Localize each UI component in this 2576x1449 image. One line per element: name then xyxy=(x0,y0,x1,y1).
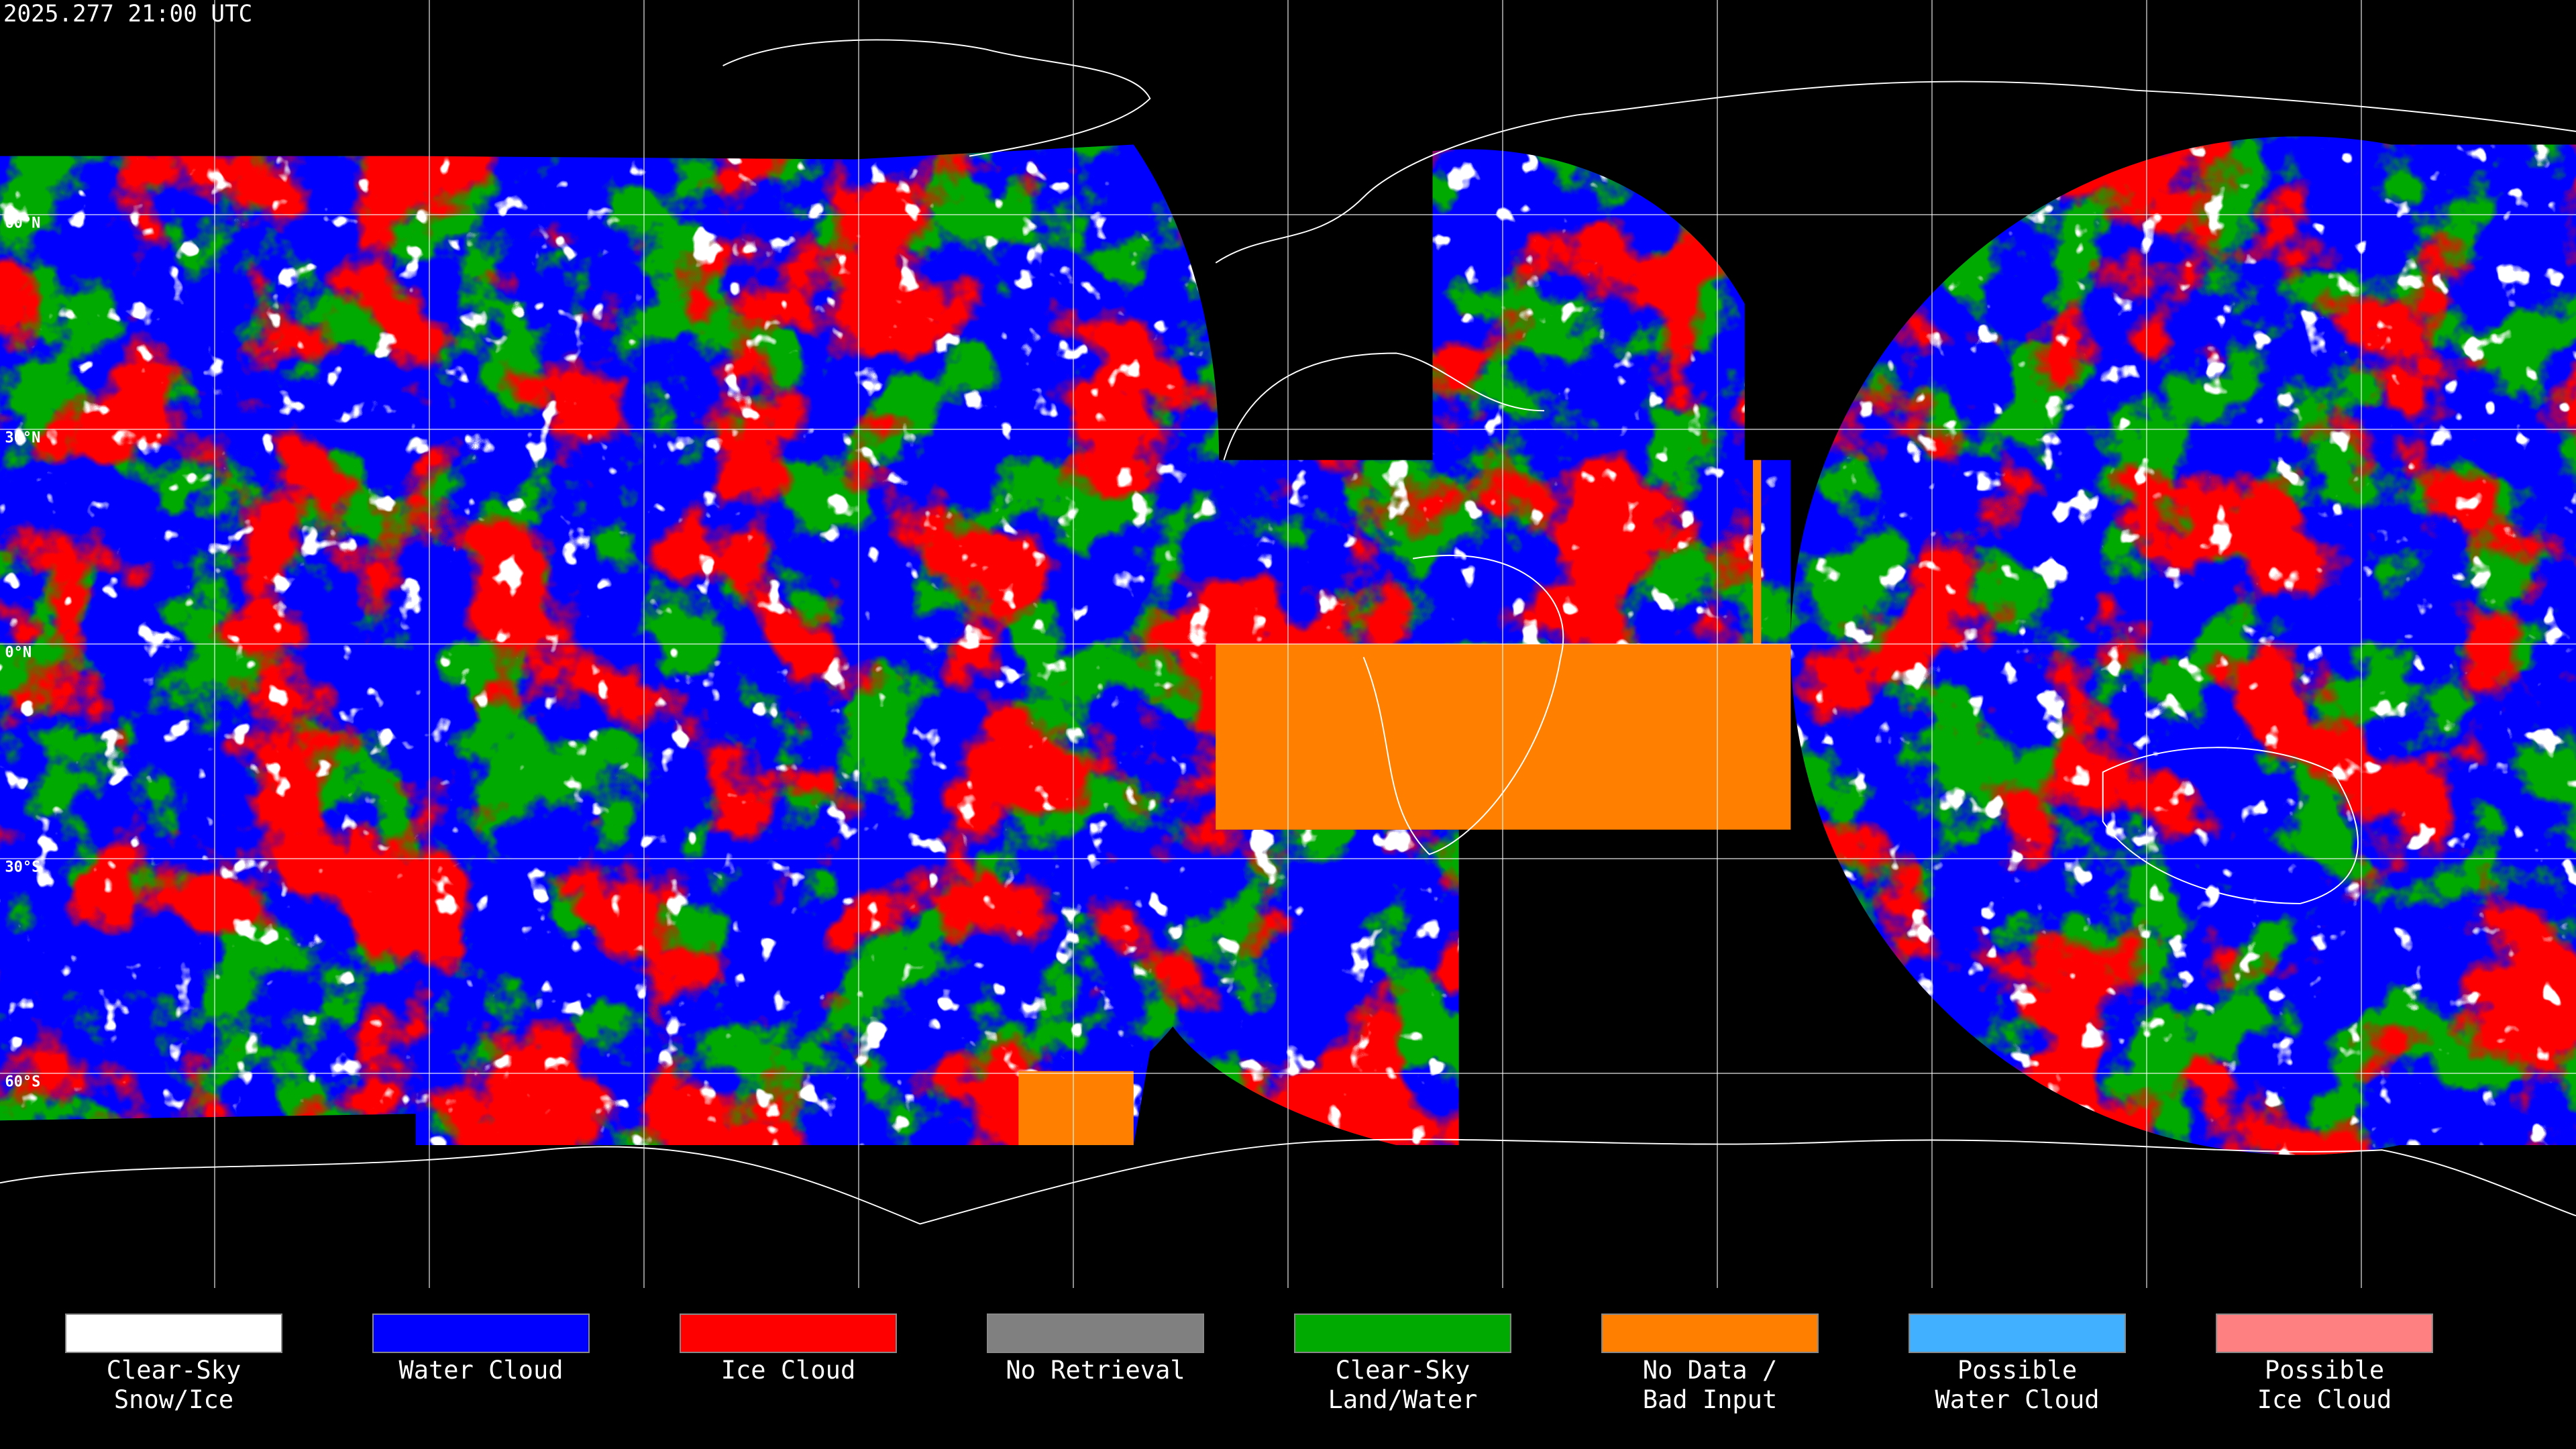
legend-label: No Data / xyxy=(1643,1356,1777,1385)
coastline xyxy=(1362,555,1564,855)
no-data-block xyxy=(1018,1071,1134,1145)
legend-label: Ice Cloud xyxy=(2257,1385,2392,1414)
latitude-label: 60°S xyxy=(5,1074,40,1091)
legend-label: Water Cloud xyxy=(1935,1385,2099,1414)
no-data-strip xyxy=(1753,460,1762,644)
legend-label: No Retrieval xyxy=(1006,1356,1185,1385)
legend-label: Ice Cloud xyxy=(721,1356,855,1385)
legend-label: Land/Water xyxy=(1328,1385,1478,1414)
coastline xyxy=(1215,80,2576,264)
legend-label: Possible xyxy=(1957,1356,2077,1385)
latitude-labels: 60°N 30°N 0°N 30°S 60°S xyxy=(5,215,40,1091)
legend-label: Bad Input xyxy=(1643,1385,1777,1414)
legend-swatch xyxy=(680,1313,897,1353)
legend-swatch xyxy=(1294,1313,1511,1353)
latitude-label: 30°N xyxy=(5,430,40,447)
coastline xyxy=(2102,747,2359,904)
graticule xyxy=(0,0,2576,1288)
no-data-regions xyxy=(1018,460,1791,1145)
legend-swatch xyxy=(372,1313,590,1353)
legend-label: Snow/Ice xyxy=(114,1385,233,1414)
coastline xyxy=(722,39,1151,157)
legend-swatch xyxy=(1909,1313,2126,1353)
legend-swatch xyxy=(1601,1313,1819,1353)
legend-swatch xyxy=(65,1313,282,1353)
legend-label: Possible xyxy=(2265,1356,2384,1385)
latitude-label: 0°N xyxy=(5,645,32,661)
coastline xyxy=(0,1138,2576,1225)
legend-swatch xyxy=(2216,1313,2433,1353)
no-data-block xyxy=(1216,644,1791,830)
legend-label: Clear-Sky xyxy=(107,1356,241,1385)
latitude-label: 60°N xyxy=(5,215,40,232)
timestamp: 2025.277 21:00 UTC xyxy=(3,1,252,28)
legend-label: Clear-Sky xyxy=(1336,1356,1470,1385)
coastline xyxy=(1223,352,1545,460)
latitude-label: 30°S xyxy=(5,859,40,876)
coastlines xyxy=(0,39,2576,1225)
legend-label: Water Cloud xyxy=(398,1356,563,1385)
legend-swatch xyxy=(987,1313,1204,1353)
map: 2025.277 21:00 UTC 60°N 30°N 0°N 30°S 60°S xyxy=(0,0,2576,1288)
